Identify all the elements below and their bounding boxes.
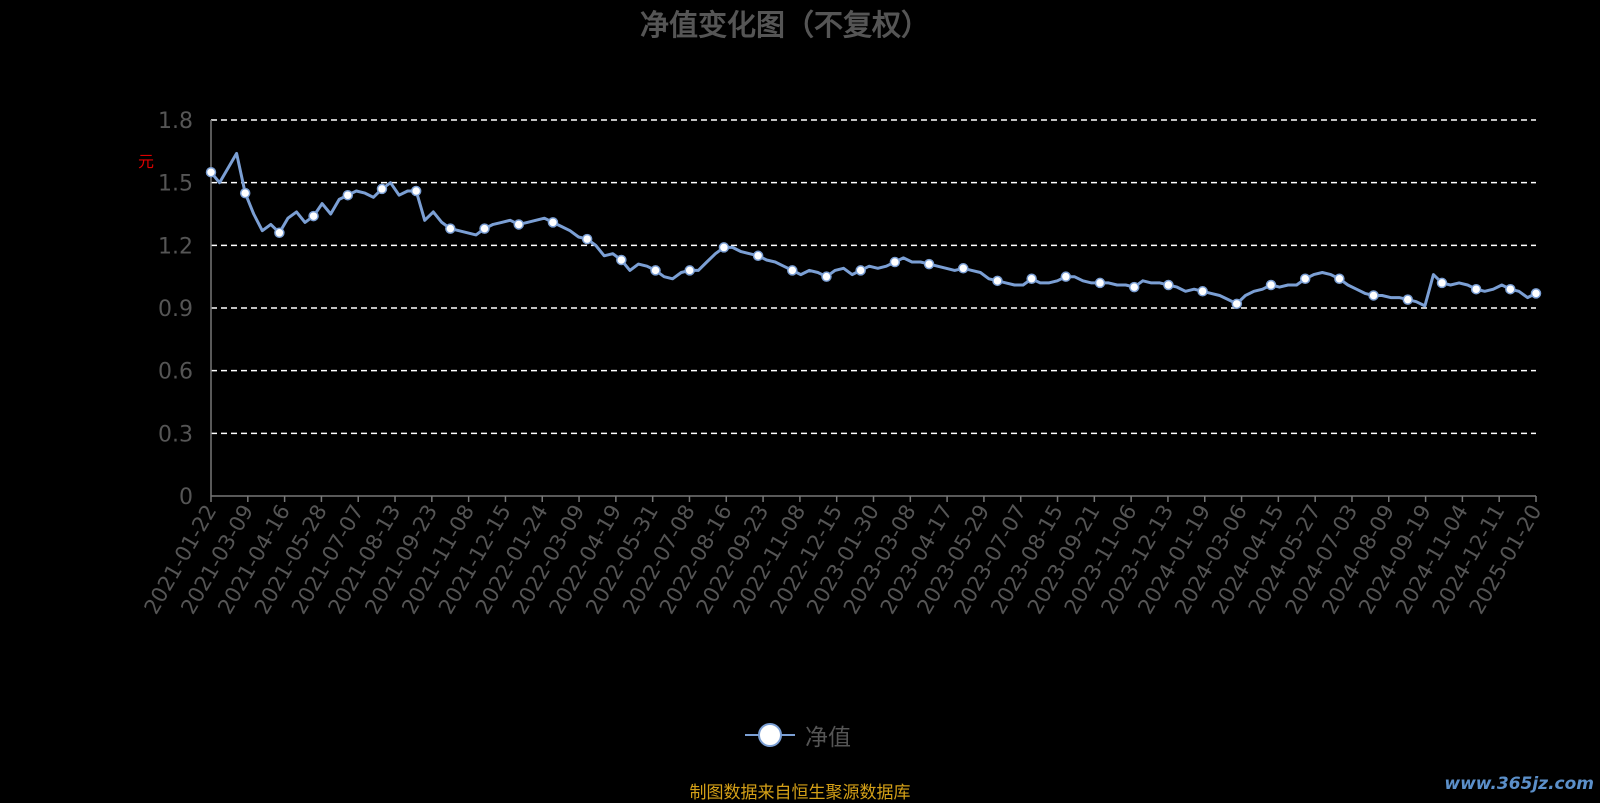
data-point — [1530, 288, 1542, 299]
y-tick-label: 1.8 — [158, 109, 193, 134]
data-point — [958, 263, 969, 274]
data-point — [1299, 273, 1311, 285]
data-point — [616, 254, 627, 266]
data-point — [684, 265, 695, 276]
watermark-text: www.365jz.com — [1444, 774, 1594, 794]
data-point — [1402, 294, 1414, 305]
y-axis-unit-label: 元 — [138, 152, 155, 171]
data-point — [1505, 283, 1516, 295]
data-point — [513, 219, 524, 230]
data-point — [1368, 290, 1379, 301]
data-point — [650, 265, 661, 276]
data-point — [479, 223, 490, 234]
data-point — [1128, 281, 1140, 293]
y-tick-label: 1.2 — [158, 234, 193, 259]
data-point — [718, 242, 730, 253]
data-point — [205, 166, 217, 178]
y-tick-label: 0.9 — [158, 297, 193, 322]
data-point — [410, 185, 422, 197]
series-net-value — [205, 151, 1542, 310]
data-point — [992, 275, 1003, 287]
data-point — [1470, 283, 1482, 295]
data-point — [547, 217, 559, 228]
data-point — [1265, 279, 1277, 291]
legend[interactable]: 净值 — [745, 718, 851, 752]
data-source-note: 制图数据来自恒生聚源数据库 — [689, 783, 911, 803]
data-point — [376, 183, 388, 195]
data-point — [889, 256, 901, 268]
y-tick-label: 0 — [179, 485, 193, 510]
x-tick-labels: 2021-01-222021-03-092021-04-162021-05-28… — [140, 501, 1547, 619]
data-point — [787, 265, 798, 276]
data-point — [752, 250, 764, 262]
data-point — [445, 223, 456, 234]
legend-label: 净值 — [805, 725, 851, 751]
net-value-line-chart: 0 0.3 0.6 0.9 1.2 1.5 1.8 2021-01-222021-03-09… — [140, 109, 1547, 619]
series-line-net-value — [209, 151, 1537, 308]
y-tick-label: 1.5 — [158, 172, 193, 197]
y-tick-label: 0.6 — [158, 360, 193, 385]
data-point — [308, 210, 319, 222]
data-point — [1163, 279, 1174, 291]
data-point — [923, 258, 935, 270]
y-tick-label: 0.3 — [158, 422, 193, 447]
data-point — [1231, 298, 1243, 310]
y-tick-labels: 0 0.3 0.6 0.9 1.2 1.5 1.8 — [158, 109, 193, 510]
data-point — [821, 271, 832, 282]
legend-marker-icon — [745, 723, 795, 747]
data-point — [1094, 277, 1106, 289]
data-point — [581, 233, 593, 245]
data-point — [274, 227, 285, 239]
data-point — [1197, 286, 1208, 297]
data-point — [342, 189, 354, 201]
data-point — [239, 187, 251, 199]
grid-lines — [211, 119, 1536, 435]
data-point — [1060, 271, 1072, 282]
data-point — [1436, 277, 1448, 289]
axes — [210, 120, 1537, 502]
data-point — [1026, 273, 1037, 285]
data-point — [855, 265, 866, 276]
chart-title: 净值变化图（不复权） — [639, 8, 930, 42]
data-point — [1334, 273, 1345, 285]
